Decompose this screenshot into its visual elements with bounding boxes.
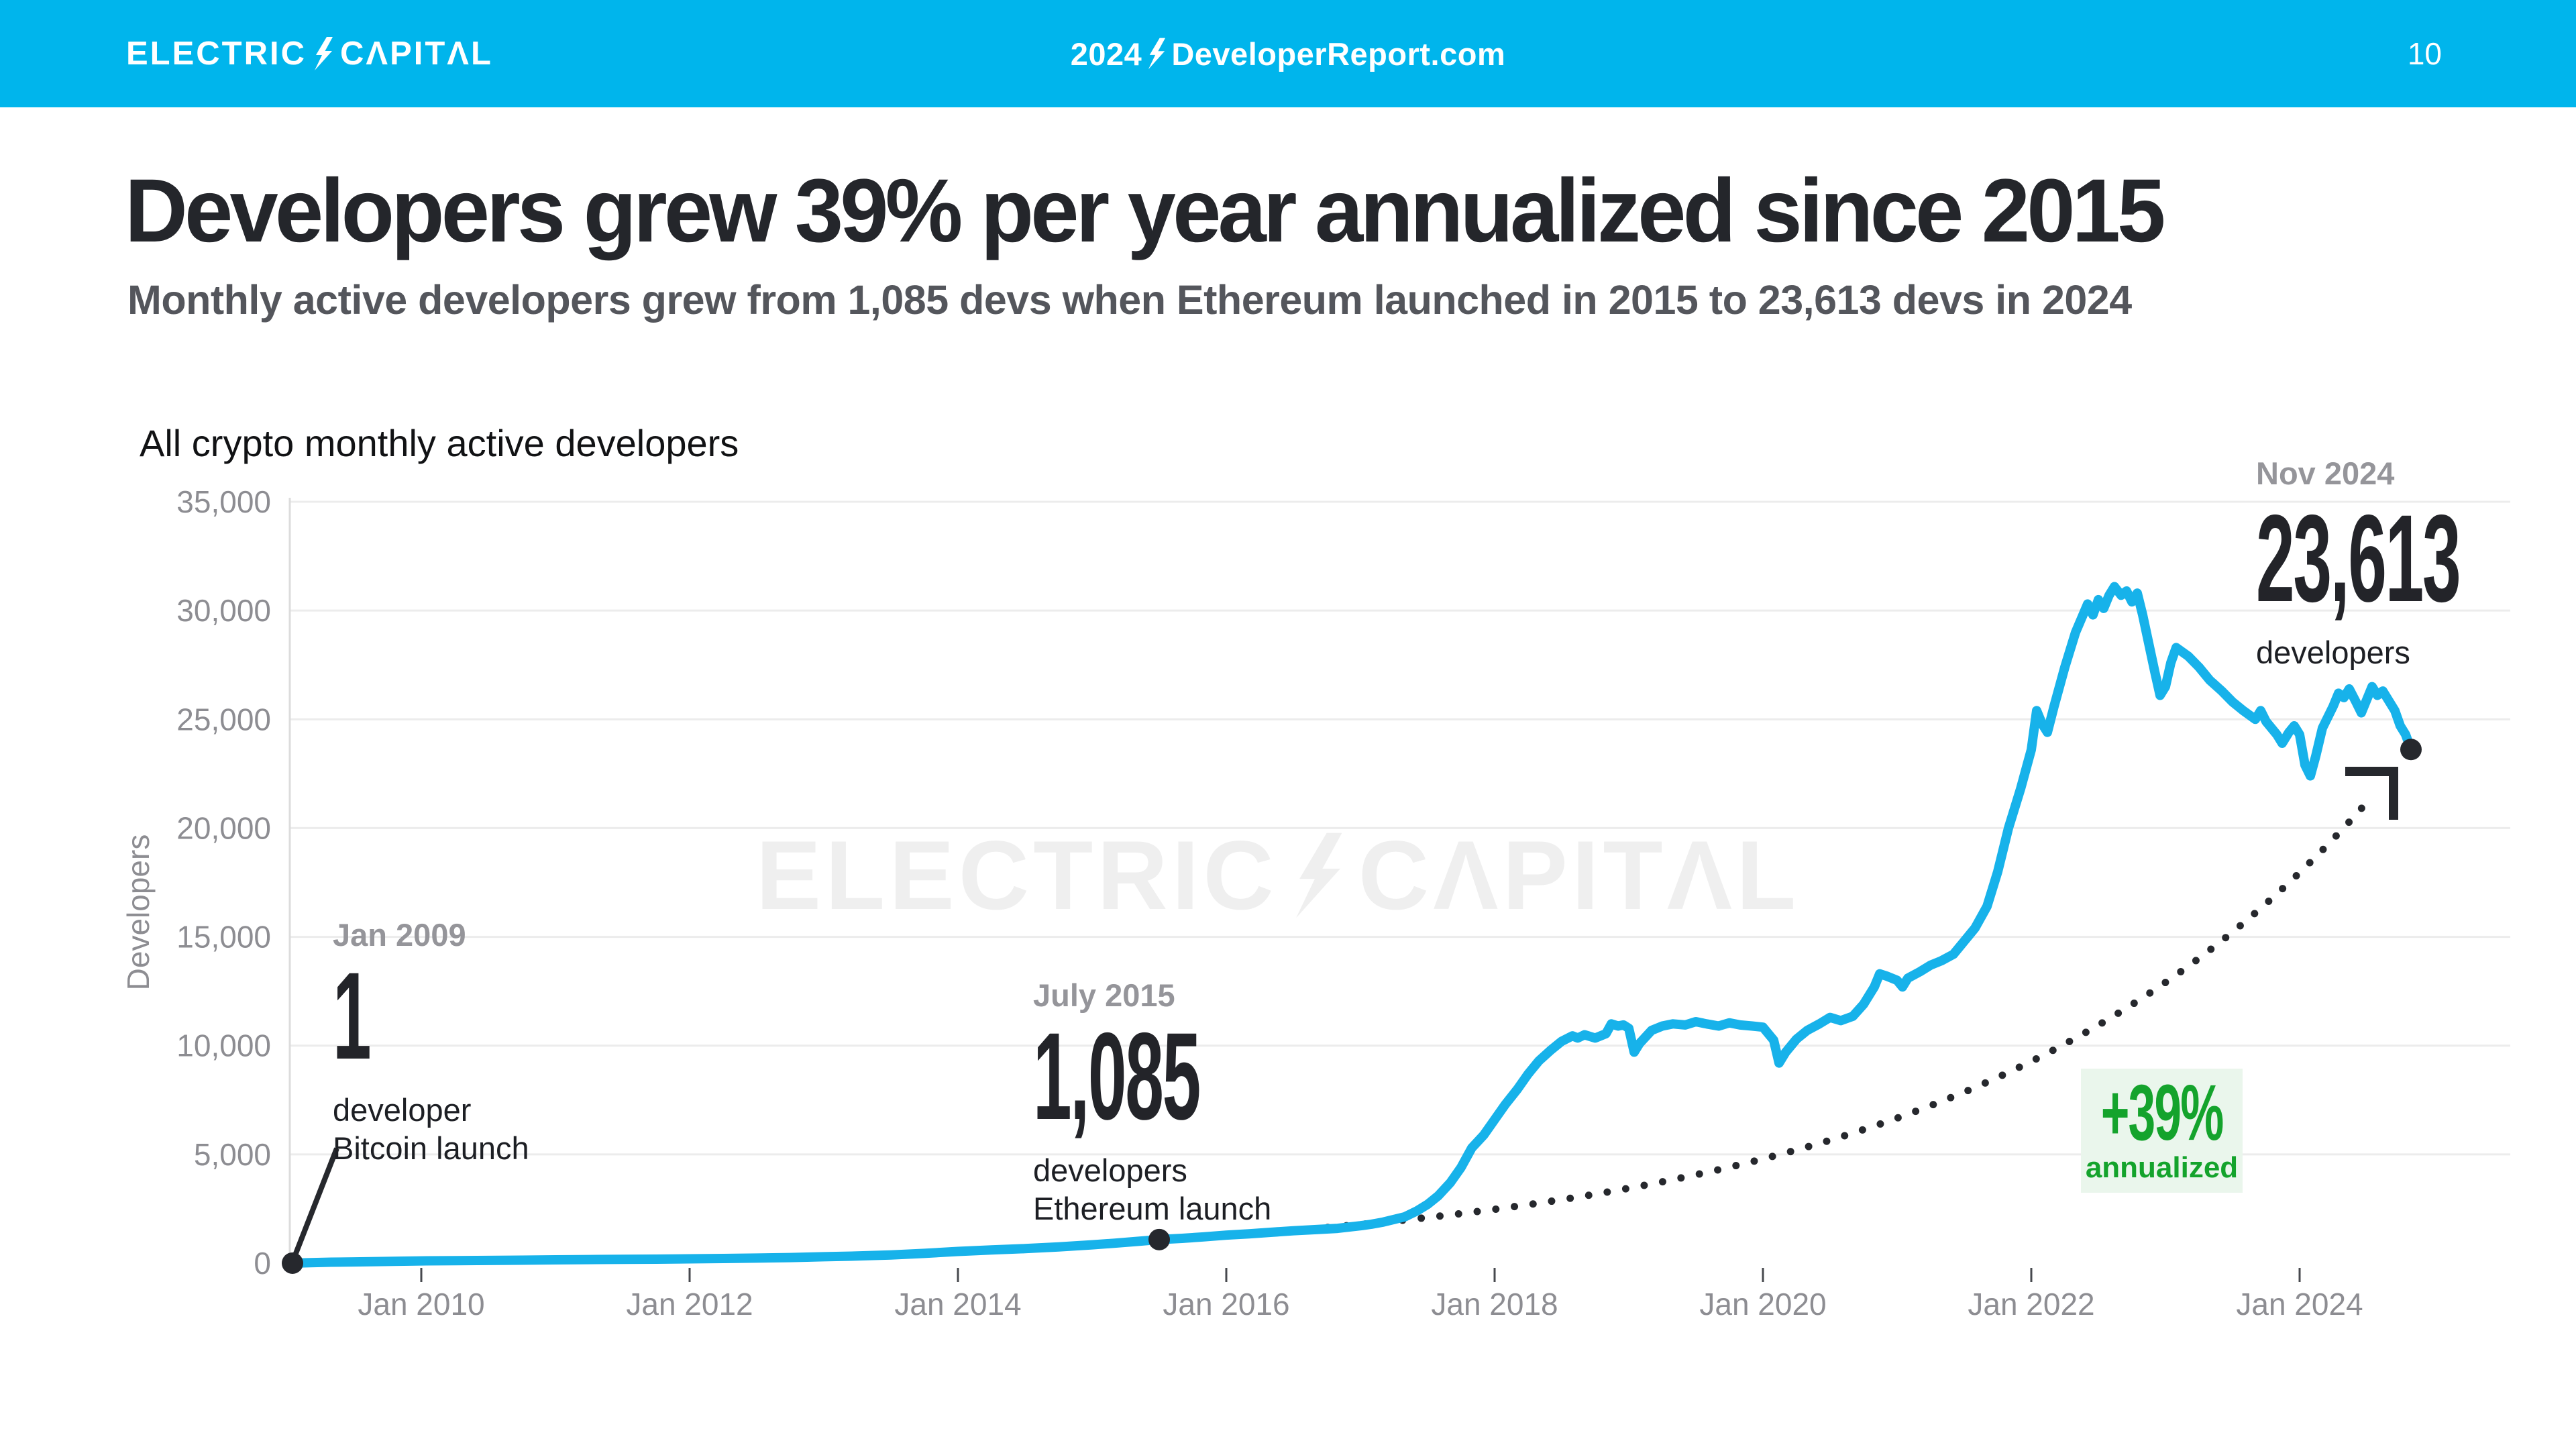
- x-tick-label: Jan 2018: [1431, 1287, 1558, 1322]
- y-tick-label: 0: [254, 1246, 271, 1281]
- page-number: 10: [2407, 36, 2442, 71]
- x-tick-label: Jan 2012: [626, 1287, 753, 1322]
- annotation-date: July 2015: [1033, 977, 1175, 1013]
- watermark: ELECTRIC CΛPITΛL: [708, 815, 1848, 936]
- y-tick-label: 25,000: [176, 702, 271, 737]
- y-tick-label: 10,000: [176, 1028, 271, 1063]
- annotation-ethereum-launch: July 2015 1,085 developers Ethereum laun…: [1033, 978, 1330, 1228]
- report-site-link[interactable]: DeveloperReport.com: [1171, 36, 1506, 72]
- y-tick-label: 15,000: [176, 920, 271, 955]
- developers-line-series: [288, 582, 2416, 1268]
- y-tick-label: 20,000: [176, 810, 271, 845]
- growth-badge: +39% annualized: [2081, 1069, 2243, 1193]
- watermark-text-electric: ELECTRIC: [755, 820, 1278, 930]
- y-tick-label: 30,000: [176, 593, 271, 628]
- data-point-marker: [2400, 739, 2422, 761]
- x-tick-label: Jan 2020: [1699, 1287, 1826, 1322]
- annotation-date: Nov 2024: [2256, 455, 2395, 491]
- growth-rate: +39%: [2100, 1068, 2224, 1157]
- report-year: 2024: [1070, 36, 1142, 72]
- electric-capital-logo: ELECTRIC CΛPITΛL: [126, 0, 493, 107]
- annotation-caption: developer Bitcoin launch: [333, 1092, 529, 1166]
- lightning-bolt-icon: [1148, 38, 1166, 70]
- growth-caption: annualized: [2085, 1150, 2239, 1184]
- data-point-marker: [1148, 1228, 1170, 1250]
- x-tick-label: Jan 2024: [2236, 1287, 2363, 1322]
- page-subtitle: Monthly active developers grew from 1,08…: [127, 277, 2132, 323]
- trend-dotted-line: [1155, 796, 2373, 1244]
- y-tick-label: 35,000: [176, 484, 271, 519]
- annotation-connector-line: [292, 1147, 339, 1256]
- data-point-marker: [282, 1252, 303, 1274]
- chart-title: All crypto monthly active developers: [140, 422, 739, 464]
- watermark-text-capital: CΛPITΛL: [1358, 820, 1801, 930]
- annotation-value: 23,613: [2256, 490, 2461, 628]
- y-axis-label: Developers: [121, 835, 156, 991]
- top-bar: ELECTRIC CΛPITΛL 2024 DeveloperReport.co…: [0, 0, 2576, 107]
- lightning-bolt-icon: [1295, 833, 1342, 918]
- annotation-date: Jan 2009: [333, 917, 466, 953]
- x-tick-label: Jan 2016: [1163, 1287, 1289, 1322]
- lightning-bolt-icon: [315, 37, 333, 70]
- logo-text-capital: CΛPITΛL: [340, 36, 493, 72]
- annotation-value: 1: [333, 947, 372, 1085]
- x-tick-label: Jan 2022: [1968, 1287, 2094, 1322]
- x-tick-label: Jan 2010: [358, 1287, 484, 1322]
- annotation-caption: developers: [2256, 635, 2410, 670]
- report-site: 2024 DeveloperReport.com: [0, 0, 2576, 107]
- annotation-value: 1,085: [1033, 1008, 1201, 1146]
- y-tick-label: 5,000: [194, 1137, 271, 1172]
- annotation-caption: developers Ethereum launch: [1033, 1152, 1272, 1226]
- annotation-latest-value: Nov 2024 23,613 developers: [2256, 456, 2576, 672]
- x-tick-label: Jan 2014: [894, 1287, 1021, 1322]
- logo-text-electric: ELECTRIC: [126, 36, 307, 72]
- page-title: Developers grew 39% per year annualized …: [125, 161, 2165, 261]
- annotation-bitcoin-launch: Jan 2009 1 developer Bitcoin launch: [333, 918, 529, 1167]
